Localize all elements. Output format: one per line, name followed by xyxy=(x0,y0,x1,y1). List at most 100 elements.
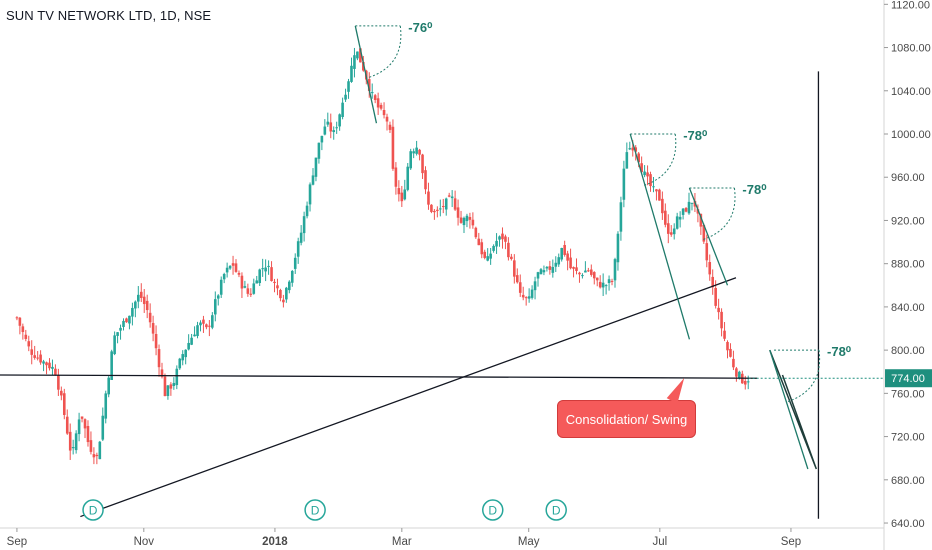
y-tick-label: 720.00 xyxy=(891,432,925,444)
candle-body xyxy=(48,362,51,369)
candle-body xyxy=(276,285,279,289)
candle-body xyxy=(453,198,457,210)
candle-body xyxy=(344,94,347,100)
candle-body xyxy=(57,375,60,390)
candle-body xyxy=(640,163,643,173)
candle-body xyxy=(237,272,241,275)
dividend-marker xyxy=(482,499,504,521)
candle-body xyxy=(77,419,81,435)
candle-body xyxy=(169,384,173,389)
candle-body xyxy=(305,205,309,217)
candle-body xyxy=(74,433,78,451)
candle-body xyxy=(382,110,386,116)
candle-body xyxy=(329,122,333,132)
candle-body xyxy=(628,148,632,150)
candle-body xyxy=(581,275,584,277)
consolidation-callout[interactable]: Consolidation/ Swing xyxy=(557,400,696,438)
candle-body xyxy=(441,205,445,207)
candle-body xyxy=(604,285,608,287)
candle-body xyxy=(370,92,374,94)
candle-body xyxy=(513,260,516,277)
candle-body xyxy=(225,267,229,273)
candle-body xyxy=(563,245,566,255)
candle-body xyxy=(720,311,723,329)
x-tick-label: May xyxy=(518,536,540,548)
candle-body xyxy=(560,248,563,260)
candle-body xyxy=(515,275,519,283)
candle-body xyxy=(592,272,596,279)
candle-body xyxy=(51,366,54,369)
candle-body xyxy=(205,324,208,328)
y-tick-label: 1080.00 xyxy=(891,43,931,55)
candle-body xyxy=(474,227,478,238)
candle-body xyxy=(178,358,182,369)
x-tick-label: Jul xyxy=(652,536,667,548)
candle-body xyxy=(702,224,706,242)
candle-body xyxy=(15,317,19,319)
candle-body xyxy=(711,276,714,288)
candle-body xyxy=(323,126,327,135)
candle-body xyxy=(320,135,324,143)
candle-body xyxy=(181,354,185,361)
candle-body xyxy=(409,151,413,169)
candle-body xyxy=(572,267,575,269)
x-tick-label: Mar xyxy=(392,536,412,548)
candle-body xyxy=(234,263,238,272)
x-tick-label: Sep xyxy=(7,536,27,548)
angle-line xyxy=(354,25,378,124)
candle-body xyxy=(578,272,581,275)
dividend-label: D xyxy=(89,504,98,518)
candle-body xyxy=(584,270,587,273)
candle-body xyxy=(403,189,407,200)
dividend-label: D xyxy=(311,504,320,518)
candle-body xyxy=(296,241,300,257)
candle-body xyxy=(290,270,294,283)
candle-body xyxy=(45,362,48,366)
candle-body xyxy=(619,202,623,232)
candle-body xyxy=(684,208,688,212)
chart-title: SUN TV NETWORK LTD, 1D, NSE xyxy=(6,8,212,23)
candle-body xyxy=(391,126,395,169)
candle-body xyxy=(504,236,507,242)
candle-body xyxy=(510,256,513,260)
candle-body xyxy=(353,55,356,69)
candle-body xyxy=(415,147,418,154)
candle-body xyxy=(175,368,179,386)
candle-body xyxy=(131,307,134,317)
angle-line xyxy=(629,133,691,340)
y-tick-label: 800.00 xyxy=(891,345,925,357)
candle-body xyxy=(501,233,504,240)
candle-body xyxy=(575,267,578,271)
candle-body xyxy=(542,270,546,273)
candle-body xyxy=(267,265,270,267)
candle-body xyxy=(521,294,525,298)
candle-body xyxy=(219,279,223,295)
candle-body xyxy=(566,253,569,261)
candle-body xyxy=(622,168,626,200)
candle-body xyxy=(30,349,34,355)
last-price-badge xyxy=(885,369,932,388)
candle-body xyxy=(190,337,193,345)
candle-body xyxy=(139,291,143,298)
candle-body xyxy=(142,296,146,305)
candle-body xyxy=(116,332,119,336)
candle-body xyxy=(616,233,620,263)
candle-body xyxy=(243,286,247,288)
candle-body xyxy=(569,257,572,269)
y-tick-label: 920.00 xyxy=(891,215,925,227)
candle-body xyxy=(527,296,531,299)
candle-body xyxy=(288,281,291,291)
candle-body xyxy=(202,319,205,324)
candle-body xyxy=(18,317,22,326)
angle-arc xyxy=(367,25,402,79)
candle-body xyxy=(450,196,454,199)
candle-body xyxy=(480,242,484,255)
angle-arc xyxy=(642,133,677,187)
dividend-marker xyxy=(545,499,567,521)
candle-body xyxy=(590,269,593,275)
candle-body xyxy=(613,259,617,281)
candle-body xyxy=(36,357,39,359)
candle-body xyxy=(655,189,658,192)
candle-body xyxy=(376,98,380,108)
